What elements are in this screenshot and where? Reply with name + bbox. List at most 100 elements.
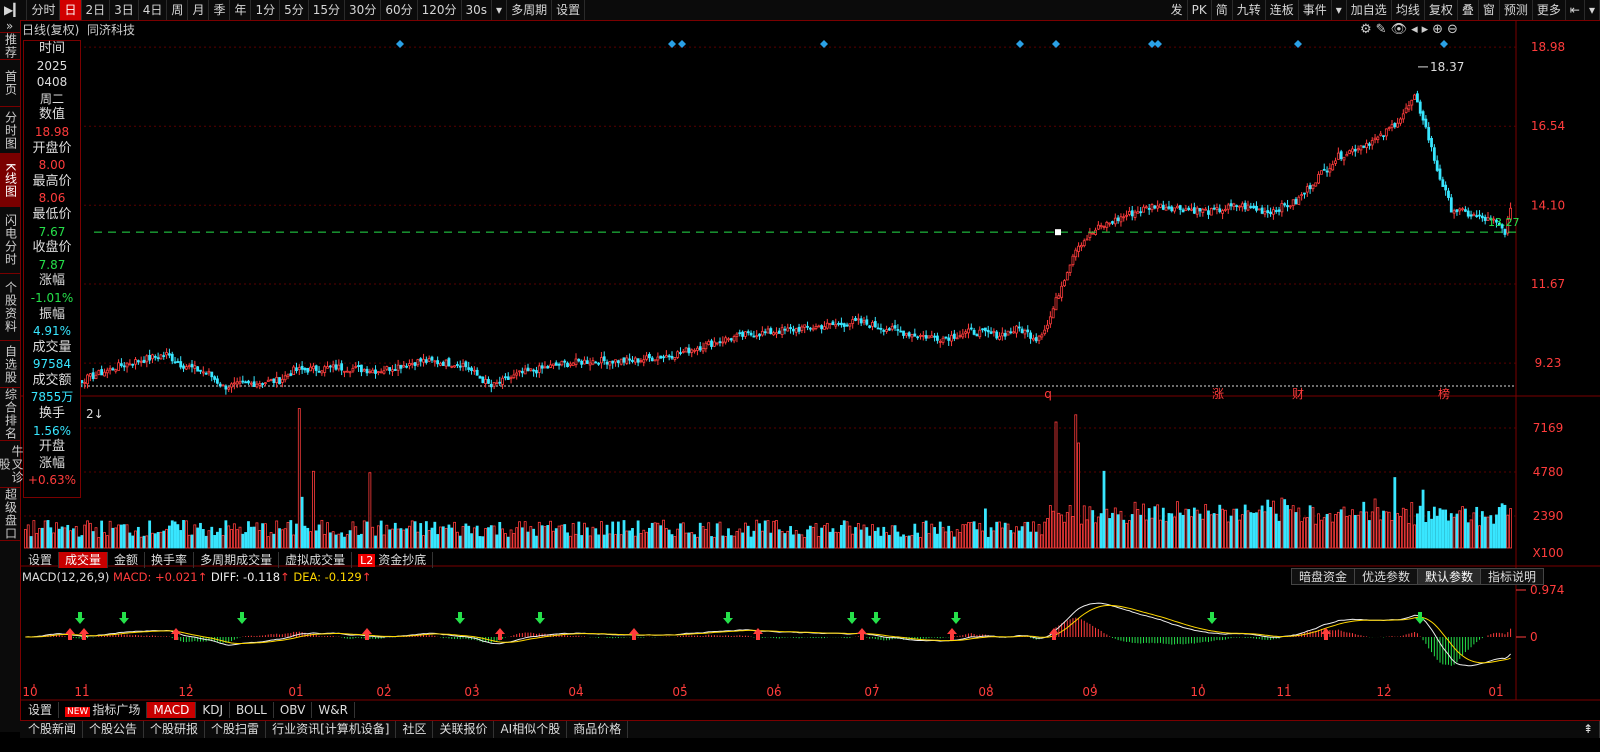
- toolbar-item-8[interactable]: 年: [230, 0, 252, 20]
- volume-bar: [1184, 508, 1188, 549]
- indicator-tab-0[interactable]: 设置: [22, 702, 60, 718]
- macd-button-1[interactable]: 优选参数: [1353, 568, 1417, 585]
- candle-body: [653, 359, 657, 362]
- nav-item-6[interactable]: 自选股: [0, 341, 20, 388]
- toolbar-right-item-6[interactable]: 加自选: [1347, 0, 1392, 20]
- candle-body: [1311, 184, 1315, 190]
- settings-icon[interactable]: ⚙: [1360, 22, 1372, 37]
- draw-icon[interactable]: ✎: [1375, 22, 1387, 37]
- nav-item-2[interactable]: 分时图: [0, 107, 20, 154]
- toolbar-right-item-12[interactable]: 更多: [1533, 0, 1566, 20]
- macd-button-3[interactable]: 指标说明: [1479, 568, 1544, 585]
- volume-bar: [1043, 521, 1047, 549]
- bottom-tab-6[interactable]: 关联报价: [433, 721, 495, 738]
- menu-dropdown-icon[interactable]: ▾: [1585, 0, 1600, 20]
- volume-tab-4[interactable]: 多周期成交量: [194, 552, 280, 568]
- zoom-in-icon[interactable]: ⊕: [1432, 22, 1444, 37]
- toolbar-item-16[interactable]: 多周期: [507, 0, 553, 20]
- indicator-tab-4[interactable]: BOLL: [230, 702, 274, 718]
- back-icon[interactable]: ⇤: [1566, 0, 1585, 20]
- indicator-tab-label: 指标广场: [92, 703, 141, 717]
- event-dropdown-icon[interactable]: ▾: [1332, 0, 1347, 20]
- volume-bar: [907, 535, 911, 549]
- indicator-tab-2[interactable]: MACD: [147, 702, 197, 718]
- toolbar-item-7[interactable]: 季: [209, 0, 231, 20]
- indicator-tab-1[interactable]: NEW 指标广场: [59, 702, 148, 718]
- zoom-out-icon[interactable]: ⊖: [1447, 22, 1458, 37]
- bottom-tab-1[interactable]: 个股公告: [83, 721, 145, 738]
- indicator-tab-6[interactable]: W&R: [312, 702, 355, 718]
- toolbar-item-9[interactable]: 1分: [251, 0, 281, 20]
- volume-tab-5[interactable]: 虚拟成交量: [279, 552, 353, 568]
- nav-item-5[interactable]: 个股资料: [0, 274, 20, 341]
- volume-bar: [241, 533, 245, 549]
- macd-button-0[interactable]: 暗盘资金: [1290, 568, 1354, 585]
- toolbar-item-14[interactable]: 120分: [418, 0, 462, 20]
- toolbar-item-10[interactable]: 5分: [280, 0, 309, 20]
- toolbar-right-item-5[interactable]: 事件: [1299, 0, 1332, 20]
- toolbar-right-item-7[interactable]: 均线: [1392, 0, 1425, 20]
- toolbar-item-6[interactable]: 月: [188, 0, 210, 20]
- bottom-tab-2[interactable]: 个股研报: [144, 721, 206, 738]
- toolbar-item-17[interactable]: 设置: [552, 0, 586, 20]
- candle-body: [1283, 203, 1287, 206]
- toolbar-item-2[interactable]: 2日: [82, 0, 111, 20]
- bottom-tab-3[interactable]: 个股扫雷: [205, 721, 267, 738]
- toolbar-item-0[interactable]: 分时: [27, 0, 61, 20]
- toolbar-item-1[interactable]: 日: [60, 0, 82, 20]
- toolbar-item-5[interactable]: 周: [167, 0, 189, 20]
- bottom-tab-7[interactable]: AI相似个股: [494, 721, 568, 738]
- toolbar-item-11[interactable]: 15分: [309, 0, 346, 20]
- nav-item-4[interactable]: 闪电分时: [0, 207, 20, 274]
- nav-expand-icon[interactable]: »: [0, 19, 20, 33]
- toolbar-right-item-9[interactable]: 叠: [1458, 0, 1479, 20]
- nav-item-0[interactable]: 推荐: [0, 33, 20, 60]
- toolbar-right-item-2[interactable]: 简: [1212, 0, 1233, 20]
- volume-bar: [1224, 509, 1227, 549]
- toolbar-right-item-10[interactable]: 窗: [1479, 0, 1500, 20]
- nav-item-3[interactable]: K线图: [0, 154, 20, 207]
- candle-body: [1119, 216, 1123, 223]
- candle-body: [1447, 190, 1450, 198]
- scroll-top-icon[interactable]: ⇞: [1577, 721, 1600, 738]
- toolbar-right-item-0[interactable]: 发: [1167, 0, 1188, 20]
- period-label[interactable]: 日线(复权): [22, 23, 80, 37]
- bottom-tab-8[interactable]: 商品价格: [567, 721, 629, 738]
- toolbar-item-3[interactable]: 3日: [110, 0, 139, 20]
- candle-body: [1221, 210, 1224, 214]
- toolbar-item-12[interactable]: 30分: [345, 0, 382, 20]
- toolbar-right-item-1[interactable]: PK: [1188, 0, 1212, 20]
- toolbar-item-15[interactable]: 30s: [462, 0, 493, 20]
- volume-bar: [1000, 527, 1004, 549]
- toolbar-item-13[interactable]: 60分: [381, 0, 418, 20]
- toolbar-item-4[interactable]: 4日: [139, 0, 168, 20]
- nav-item-1[interactable]: 首页: [0, 60, 20, 107]
- kline-chart[interactable]: 18.98 16.54 14.10 11.67 9.23 13.27 18.37 q 涨 财 榜 71…: [0, 0, 1600, 720]
- bottom-tab-5[interactable]: 社区: [396, 721, 434, 738]
- sell-arrow-icon: [1415, 612, 1425, 624]
- volume-tab-6[interactable]: L2 资金抄底: [352, 552, 434, 568]
- volume-tab-0[interactable]: 设置: [22, 552, 60, 568]
- bottom-tab-0[interactable]: 个股新闻: [20, 721, 84, 738]
- volume-tab-3[interactable]: 换手率: [145, 552, 195, 568]
- toolbar-right-item-11[interactable]: 预测: [1500, 0, 1533, 20]
- indicator-tab-3[interactable]: KDJ: [196, 702, 230, 718]
- chevron-right-icon[interactable]: ▸: [1421, 22, 1429, 37]
- nav-item-9[interactable]: 超级盘口: [0, 488, 20, 541]
- bottom-tab-4[interactable]: 行业资讯[计算机设备]: [266, 721, 397, 738]
- toolbar-right-item-3[interactable]: 九转: [1233, 0, 1266, 20]
- toolbar-right-item-8[interactable]: 复权: [1425, 0, 1458, 20]
- volume-bar: [300, 496, 304, 549]
- volume-tab-2[interactable]: 金额: [108, 552, 146, 568]
- candle-body: [1432, 147, 1436, 161]
- toolbar-right-item-4[interactable]: 连板: [1266, 0, 1299, 20]
- indicator-tab-5[interactable]: OBV: [274, 702, 313, 718]
- chevron-left-icon[interactable]: ◂: [1411, 22, 1418, 37]
- toolbar-collapse-icon[interactable]: ▶▎: [0, 0, 28, 20]
- macd-button-2[interactable]: 默认参数: [1416, 568, 1480, 585]
- eye-icon[interactable]: 👁: [1390, 22, 1408, 37]
- stock-name[interactable]: 同济科技: [87, 23, 136, 37]
- nav-item-7[interactable]: 综合排名: [0, 388, 20, 441]
- period-dropdown-icon[interactable]: ▾: [492, 0, 508, 20]
- volume-tab-1[interactable]: 成交量: [59, 552, 109, 568]
